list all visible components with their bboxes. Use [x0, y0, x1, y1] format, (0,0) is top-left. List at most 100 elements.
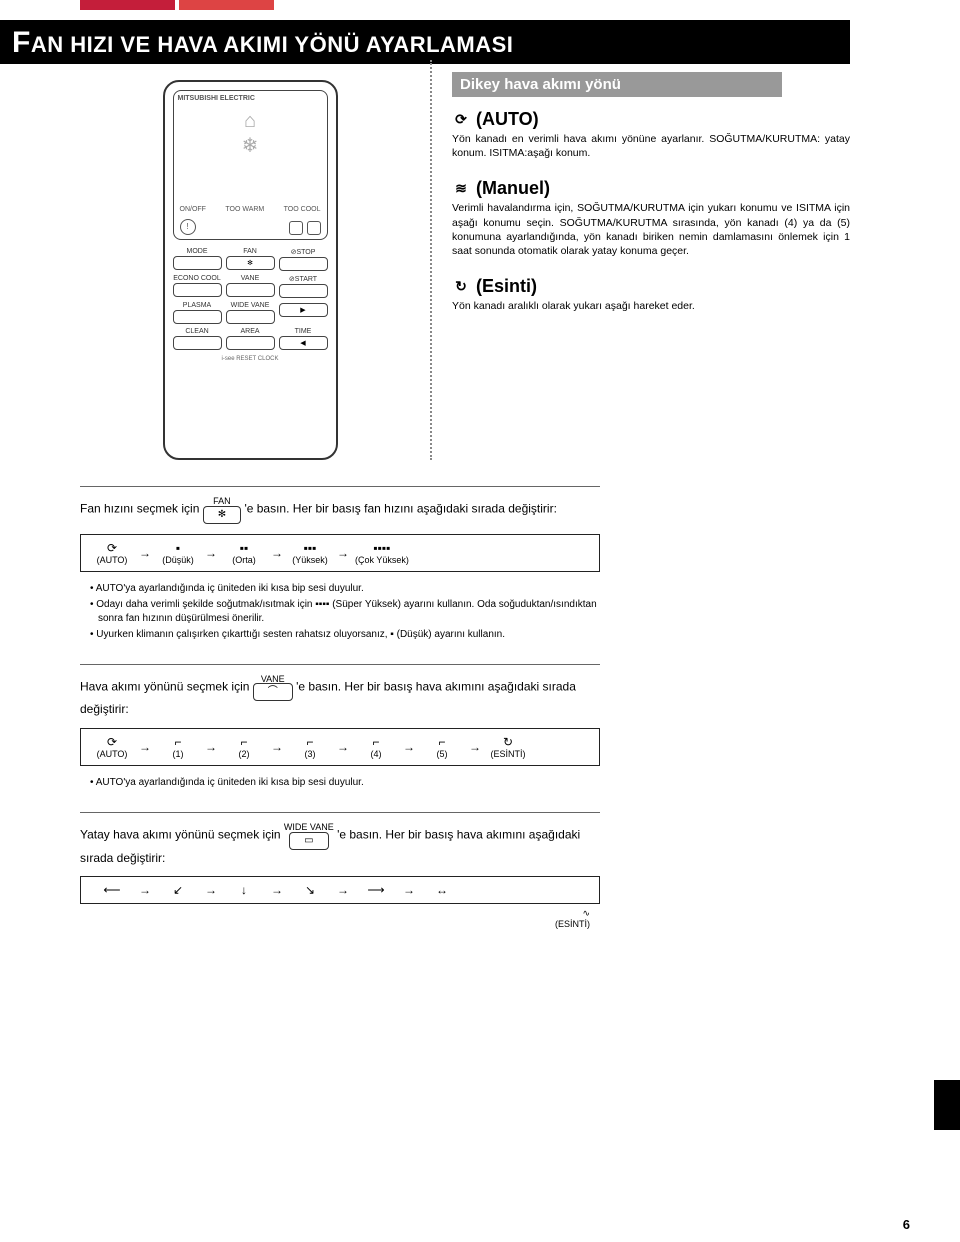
- auto-title: (AUTO): [476, 109, 539, 130]
- widevane-button-label: WIDE VANE: [226, 302, 275, 309]
- swing-desc: Yön kanadı aralıklı olarak yukarı aşağı …: [452, 299, 850, 313]
- right-column: Dikey hava akımı yönü ⟳ (AUTO) Yön kanad…: [430, 60, 910, 460]
- mode-button-label: MODE: [173, 248, 222, 255]
- vane-inline-button: ⌒: [253, 683, 293, 701]
- manual-title: (Manuel): [476, 178, 550, 199]
- tab-accent: [179, 0, 274, 10]
- seq-lbl: (Yüksek): [289, 555, 331, 565]
- seq-sym: ↓: [223, 883, 265, 897]
- seq-sym: ∿: [582, 908, 590, 918]
- remote-brand: MITSUBISHI ELECTRIC: [178, 95, 323, 102]
- section-header: Dikey hava akımı yönü: [452, 72, 782, 97]
- vane-text-a: Hava akımı yönünü seçmek için: [80, 679, 253, 693]
- stop-button-label: ⊘STOP: [279, 248, 328, 256]
- back-button: ◀: [279, 336, 328, 350]
- manual-desc: Verimli havalandırma için, SOĞUTMA/KURUT…: [452, 201, 850, 258]
- seq-sym: ▪▪: [223, 541, 265, 555]
- seq-lbl: (ESİNTİ): [487, 749, 529, 759]
- power-button-icon: !: [180, 219, 196, 235]
- note-item: AUTO'ya ayarlandığında iç üniteden iki k…: [90, 776, 600, 790]
- seq-sym: ⟶: [355, 883, 397, 897]
- fan-inline-button: ✻: [203, 506, 241, 524]
- auto-desc: Yön kanadı en verimli hava akımı yönüne …: [452, 132, 850, 160]
- page-title: FAN HIZI VE HAVA AKIMI YÖNÜ AYARLAMASI: [12, 32, 513, 57]
- start-button-label: ⊘START: [279, 275, 328, 283]
- widevane-button: [226, 310, 275, 324]
- area-button-label: AREA: [226, 328, 275, 335]
- seq-lbl: (1): [157, 749, 199, 759]
- note-item: Odayı daha verimli şekilde soğutmak/ısıt…: [90, 598, 600, 626]
- tab-accent: [80, 0, 175, 10]
- seq-sym: ⌐: [157, 735, 199, 749]
- lower-section: Fan hızını seçmek için FAN ✻ 'e basın. H…: [80, 480, 600, 951]
- seq-sym: ↙: [157, 883, 199, 897]
- remote-screen: MITSUBISHI ELECTRIC ⌂❄ ON/OFF TOO WARM T…: [173, 90, 328, 240]
- remote-illustration: MITSUBISHI ELECTRIC ⌂❄ ON/OFF TOO WARM T…: [163, 80, 338, 460]
- seq-lbl: (Düşük): [157, 555, 199, 565]
- seq-sym: ↘: [289, 883, 331, 897]
- swing-title: (Esinti): [476, 276, 537, 297]
- note-item: Uyurken klimanın çalışırken çıkarttığı s…: [90, 628, 600, 642]
- fan-button-label: FAN: [226, 248, 275, 255]
- vane-notes: AUTO'ya ayarlandığında iç üniteden iki k…: [90, 776, 600, 790]
- seq-lbl: (Orta): [223, 555, 265, 565]
- seq-sym: ↻: [487, 735, 529, 749]
- fan-notes: AUTO'ya ayarlandığında iç üniteden iki k…: [90, 582, 600, 642]
- seq-lbl: (Çok Yüksek): [355, 555, 409, 565]
- fan-text-a: Fan hızını seçmek için: [80, 501, 203, 515]
- swing-mode-block: ↻ (Esinti) Yön kanadı aralıklı olarak yu…: [452, 276, 850, 313]
- too-warm-label: TOO WARM: [225, 206, 264, 213]
- remote-button-grid: MODE FAN✻ ⊘STOP ECONO COOL VANE ⊘START P…: [173, 248, 328, 350]
- seq-lbl: (ESİNTİ): [555, 919, 590, 929]
- wide-vane-step: Yatay hava akımı yönünü seçmek için WIDE…: [80, 812, 600, 929]
- temp-up-icon: [307, 221, 321, 235]
- fwd-button: ▶: [279, 303, 328, 317]
- area-button: [226, 336, 275, 350]
- econo-button-label: ECONO COOL: [173, 275, 222, 282]
- seq-sym: ↔: [421, 883, 463, 897]
- fan-button: ✻: [226, 256, 275, 270]
- seq-lbl: (2): [223, 749, 265, 759]
- widevane-inline-button: ▭: [289, 832, 328, 850]
- seq-sym: ⌐: [223, 735, 265, 749]
- page-number: 6: [903, 1217, 910, 1232]
- vane-step: Hava akımı yönünü seçmek için VANE ⌒ 'e …: [80, 664, 600, 790]
- plasma-button: [173, 310, 222, 324]
- vane-sequence: ⟳(AUTO)→ ⌐(1)→ ⌐(2)→ ⌐(3)→ ⌐(4)→ ⌐(5)→ ↻…: [80, 728, 600, 766]
- mode-button: [173, 256, 222, 270]
- start-button: [279, 284, 328, 298]
- left-column: MITSUBISHI ELECTRIC ⌂❄ ON/OFF TOO WARM T…: [0, 60, 430, 460]
- widevane-sequence: ⟵→ ↙→ ↓→ ↘→ ⟶→ ↔: [80, 876, 600, 904]
- manual-mode-block: ≋ (Manuel) Verimli havalandırma için, SO…: [452, 178, 850, 258]
- seq-sym: ▪▪▪: [289, 541, 331, 555]
- side-index-tab: [934, 1080, 960, 1130]
- clean-button-label: CLEAN: [173, 328, 222, 335]
- vane-button: [226, 283, 275, 297]
- auto-icon: ⟳: [452, 111, 470, 129]
- seq-sym: ⟳: [91, 735, 133, 749]
- vane-button-label: VANE: [226, 275, 275, 282]
- fan-sequence: ⟳(AUTO)→ ▪(Düşük)→ ▪▪(Orta)→ ▪▪▪(Yüksek)…: [80, 534, 600, 572]
- page-title-first-letter: F: [12, 26, 31, 59]
- onoff-label: ON/OFF: [180, 206, 206, 213]
- time-button-label: TIME: [279, 328, 328, 335]
- widevane-text-a: Yatay hava akımı yönünü seçmek için: [80, 827, 284, 841]
- plasma-button-label: PLASMA: [173, 302, 222, 309]
- econo-button: [173, 283, 222, 297]
- header-color-tabs: [80, 0, 274, 10]
- remote-footer: i-see RESET CLOCK: [173, 356, 328, 362]
- page-title-rest: AN HIZI VE HAVA AKIMI YÖNÜ AYARLAMASI: [31, 32, 514, 57]
- seq-lbl: (3): [289, 749, 331, 759]
- too-cool-label: TOO COOL: [284, 206, 321, 213]
- seq-lbl: (4): [355, 749, 397, 759]
- seq-sym: ⟵: [91, 883, 133, 897]
- fan-speed-step: Fan hızını seçmek için FAN ✻ 'e basın. H…: [80, 486, 600, 642]
- swing-icon: ↻: [452, 278, 470, 296]
- auto-mode-block: ⟳ (AUTO) Yön kanadı en verimli hava akım…: [452, 109, 850, 160]
- seq-lbl: (AUTO): [91, 749, 133, 759]
- manual-icon: ≋: [452, 180, 470, 198]
- seq-lbl: (5): [421, 749, 463, 759]
- seq-sym: ⟳: [91, 541, 133, 555]
- seq-sym: ⌐: [355, 735, 397, 749]
- temp-down-icon: [289, 221, 303, 235]
